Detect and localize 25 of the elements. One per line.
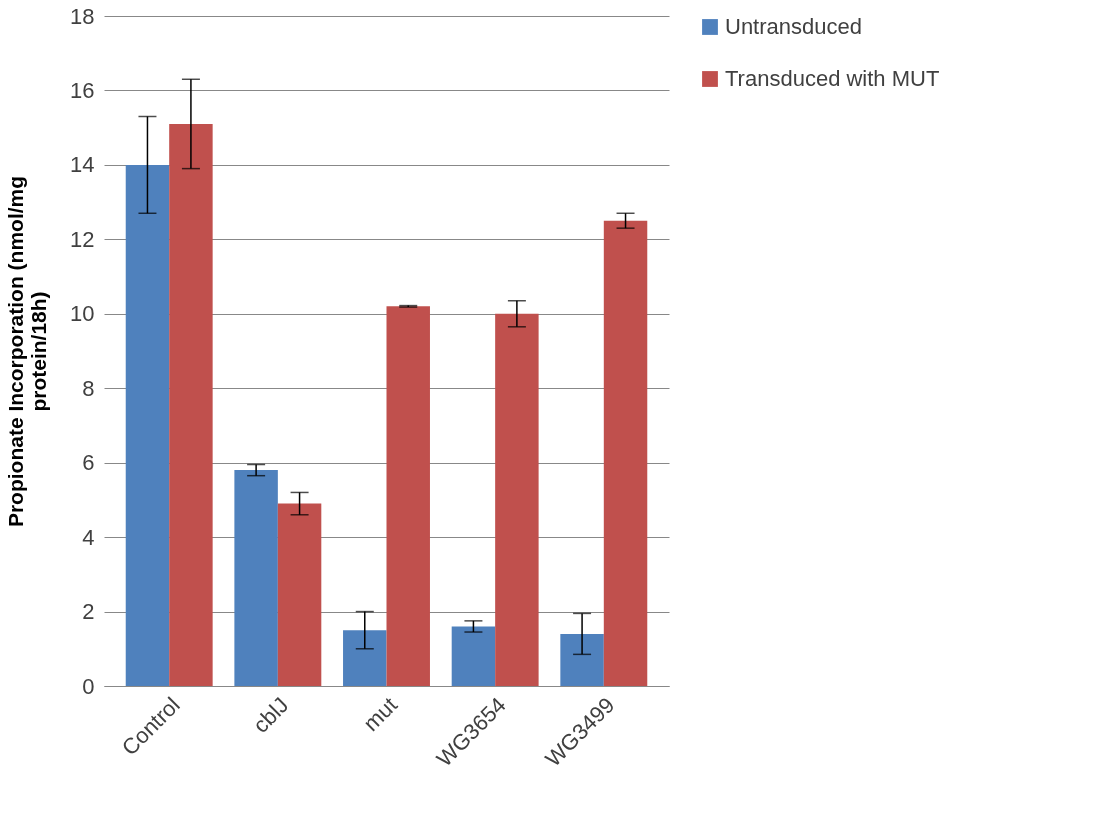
y-axis-title: Propionate Incorporation (nmol/mg protein/18h) bbox=[4, 175, 51, 528]
bar bbox=[560, 633, 604, 686]
x-tick-label: cblJ bbox=[248, 692, 294, 738]
bar bbox=[603, 220, 648, 686]
bar bbox=[234, 470, 278, 686]
bar bbox=[451, 626, 496, 686]
bar bbox=[125, 164, 170, 686]
y-tick-label: 8 bbox=[82, 375, 95, 401]
bar bbox=[495, 313, 539, 686]
x-tick-label: mut bbox=[358, 692, 403, 736]
bar bbox=[277, 503, 322, 686]
legend-label: Untransduced bbox=[725, 14, 862, 39]
y-tick-label: 0 bbox=[82, 673, 95, 699]
bar bbox=[386, 306, 430, 686]
y-tick-label: 12 bbox=[70, 226, 95, 252]
legend-label: Transduced with MUT bbox=[725, 66, 940, 91]
bar bbox=[343, 630, 387, 686]
y-tick-label: 10 bbox=[70, 301, 95, 327]
bar bbox=[169, 123, 213, 686]
y-tick-label: 16 bbox=[70, 77, 95, 103]
y-tick-label: 6 bbox=[82, 450, 95, 476]
y-tick-label: 18 bbox=[70, 3, 95, 29]
y-tick-label: 2 bbox=[82, 599, 95, 625]
y-tick-label: 14 bbox=[70, 152, 95, 178]
y-tick-label: 4 bbox=[82, 524, 95, 550]
